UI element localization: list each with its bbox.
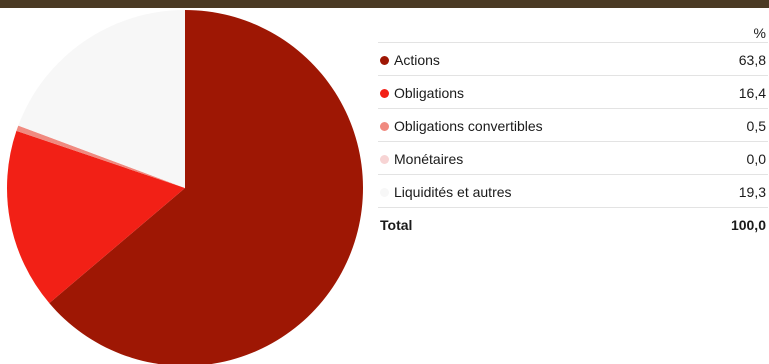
legend-swatch — [380, 155, 389, 164]
legend-row-liquidites: Liquidités et autres 19,3 — [378, 175, 768, 208]
pie-slice-actions — [49, 10, 363, 364]
unit-header: % — [753, 25, 766, 41]
legend-total-row: Total 100,0 — [378, 208, 768, 240]
legend-value: 63,8 — [738, 52, 766, 68]
legend-value: 19,3 — [738, 184, 766, 200]
legend-label: Monétaires — [394, 151, 464, 167]
legend-row-obligations: Obligations 16,4 — [378, 76, 768, 109]
legend-swatch — [380, 89, 389, 98]
legend-header-row: % — [378, 12, 768, 43]
legend-row-obligations-convertibles: Obligations convertibles 0,5 — [378, 109, 768, 142]
total-label: Total — [380, 217, 413, 233]
pie-chart — [0, 0, 370, 364]
legend-swatch — [380, 56, 389, 65]
legend-row-monetaires: Monétaires 0,0 — [378, 142, 768, 175]
legend-label: Obligations convertibles — [394, 118, 543, 134]
legend-value: 0,5 — [746, 118, 766, 134]
legend-row-actions: Actions 63,8 — [378, 43, 768, 76]
pie-slice-liquidit-s-et-autres — [18, 10, 185, 188]
legend-label: Actions — [394, 52, 440, 68]
legend-value: 0,0 — [746, 151, 766, 167]
legend-swatch — [380, 188, 389, 197]
legend-label: Liquidités et autres — [394, 184, 512, 200]
legend-table: % Actions 63,8 Obligations 16,4 Obligati… — [378, 12, 768, 240]
pie-slice-obligations-convertibles — [16, 125, 185, 188]
legend-swatch — [380, 122, 389, 131]
header-bar — [0, 0, 769, 8]
legend-value: 16,4 — [738, 85, 766, 101]
pie-slice-obligations — [6, 130, 185, 304]
legend-label: Obligations — [394, 85, 465, 101]
total-value: 100,0 — [730, 217, 766, 233]
pie-svg — [6, 10, 363, 364]
